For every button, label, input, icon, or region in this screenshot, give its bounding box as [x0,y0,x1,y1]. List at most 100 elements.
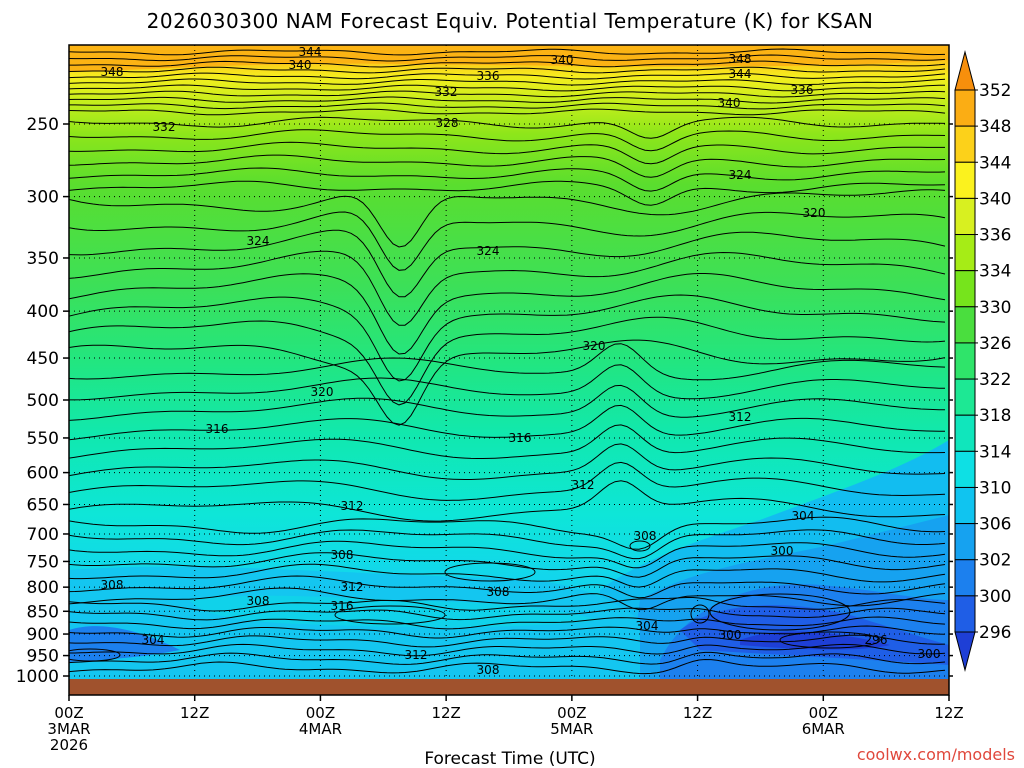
theta-contour [69,54,946,62]
plot-frame [68,44,950,696]
theta-contour [69,364,946,401]
colorbar-box [954,378,976,416]
theta-contour-closed [779,631,881,649]
x-tick-label: 00Z [306,704,335,722]
contour-label: 316 [509,431,532,445]
colorbar-box [954,270,976,308]
theta-contour [69,229,946,298]
theta-contour [69,529,946,560]
colorbar-box [954,234,976,272]
contour-label: 312 [341,580,364,594]
theta-contour [69,339,946,426]
theta-contour [69,634,946,648]
theta-contour [69,141,945,165]
contour-label: 308 [487,585,510,599]
contour-label: 320 [311,385,334,399]
theta-contour [69,658,946,675]
contour-label: 300 [719,628,742,642]
colorbar-label: 314 [979,442,1011,462]
theta-contour [69,72,946,80]
y-axis: 250 300 350 400 450 500 550 600 650 700 750 800 850 9… [16,115,953,687]
colorbar-label: 330 [979,298,1011,318]
contour-label: 316 [331,599,354,613]
theta-contour [69,516,946,550]
theta-contour [69,180,946,206]
contour-label: 300 [771,544,794,558]
colorbar-label: 302 [979,551,1011,571]
x-tick-label: 00Z [54,704,83,722]
contour-label: 308 [634,529,657,543]
theta-contour [69,575,946,599]
contour-label: 340 [718,96,741,110]
y-tick-label: 1000 [16,667,59,687]
theta-contour [69,443,946,480]
contour-label: 312 [405,648,428,662]
colorbar-label: 296 [979,623,1011,643]
y-tick-label: 350 [27,249,59,269]
theta-contour [69,316,946,406]
contour-label: 332 [435,85,458,99]
plot-area [69,45,949,679]
y-tick-label: 600 [27,464,59,484]
colorbar-box [954,414,976,452]
contour-label: 336 [477,69,500,83]
contour-label: 324 [247,234,270,248]
contour-label: 340 [289,58,312,72]
y-tick-label: 250 [27,115,59,135]
x-tick-label: 00Z [809,704,838,722]
theta-contour [69,48,946,56]
y-tick-label: 500 [27,391,59,411]
y-tick-label: 900 [27,625,59,645]
theta-contour [69,211,946,271]
contour-label: 308 [247,594,270,608]
theta-contour [69,404,945,441]
theta-contour [69,96,946,104]
colorbar-box [954,197,976,236]
colorbar-box [954,125,976,163]
y-tick-label: 650 [27,495,59,515]
contour-label: 348 [729,52,752,66]
colorbar: 352 348 344 340 336 334 330 326 322 318 314 310 306 3… [954,50,1011,672]
theta-contour [69,643,946,657]
contour-label: 324 [477,244,500,258]
contour-label: 340 [551,53,574,67]
theta-contour-closed [69,648,121,662]
y-tick-label: 450 [27,349,59,369]
theta-contour [69,597,946,612]
theta-contour [69,84,946,92]
theta-contour [69,167,946,192]
x-tick-label: 00Z [557,704,586,722]
x-tick-label: 5MAR [550,720,593,738]
x-tick-label: 6MAR [802,720,845,738]
theta-contour [69,129,946,152]
x-tick-label: 12Z [180,704,209,722]
theta-contour [69,651,946,665]
contour-label: 312 [572,478,595,492]
theta-contour [69,108,946,116]
theta-contour [69,607,946,621]
theta-contour [69,616,946,630]
x-tick-label: 12Z [683,704,712,722]
colorbar-label: 344 [979,153,1011,173]
theta-contour-closed [690,604,710,624]
theta-contour-closed [709,593,851,631]
theta-contour [69,189,946,248]
theta-contour [69,102,946,110]
contour-label: 312 [341,499,364,513]
colorbar-label: 334 [979,262,1011,282]
contour-label: 296 [865,633,888,647]
y-tick-label: 800 [27,578,59,598]
contour-label: 304 [142,633,165,647]
theta-contour [69,66,946,74]
colorbar-box [954,559,976,597]
colorbar-label: 300 [979,587,1011,607]
y-tick-label: 550 [27,429,59,449]
contour-label: 304 [792,509,815,523]
y-tick-label: 750 [27,552,59,572]
theta-contour [69,250,946,326]
contour-label: 312 [729,410,752,424]
theta-contour-closed [629,540,651,552]
theta-contour [69,480,946,522]
x-tick-label: 12Z [934,704,963,722]
